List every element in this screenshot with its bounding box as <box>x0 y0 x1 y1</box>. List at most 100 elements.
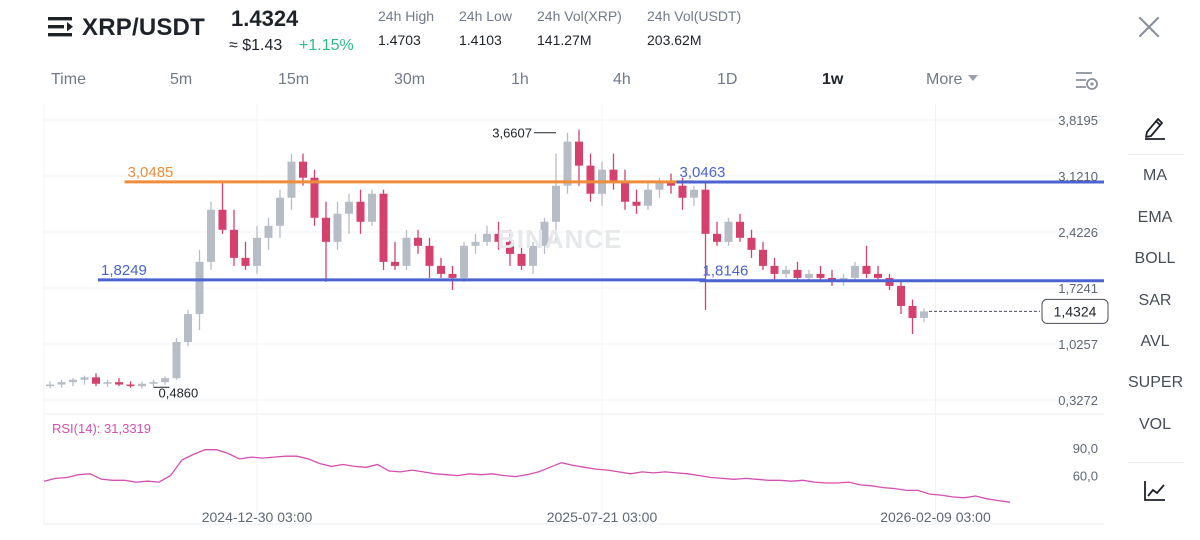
candle-body <box>172 342 181 379</box>
candle-body <box>448 273 457 278</box>
caret-down-icon <box>968 75 979 81</box>
stat-value: 141.27M <box>537 32 592 48</box>
candle-body <box>575 141 583 166</box>
header: XRP/USDT 1.4324 ≈ $1.43 +1.15% 24h High … <box>0 0 1200 66</box>
candle-body <box>483 233 491 242</box>
candle-body <box>655 181 664 190</box>
price-tick-label: 1,0257 <box>1058 337 1098 352</box>
candle-body <box>701 189 710 234</box>
horizontal-line-label: 1,8249 <box>101 262 147 279</box>
tab-5m[interactable]: 5m <box>170 71 193 88</box>
candle-body <box>782 269 790 274</box>
candle-body <box>126 384 135 387</box>
candle-body <box>747 237 756 250</box>
line-chart-icon[interactable] <box>1143 480 1167 502</box>
candle-body <box>644 189 652 206</box>
tab-1h[interactable]: 1h <box>511 71 529 88</box>
rsi-tick-label: 90,0 <box>1073 441 1098 456</box>
candle-body <box>908 305 917 318</box>
candle-body <box>230 229 238 258</box>
sidebar-divider <box>1128 462 1184 463</box>
candle-body <box>540 221 549 246</box>
price-tick-label: 3,8195 <box>1058 113 1098 128</box>
menu-icon[interactable] <box>48 16 74 38</box>
price-chart[interactable]: 3,0485 3,0463 1,8249 1,8146 3,6607 0,4860 1,43… <box>0 96 1120 536</box>
candle-body <box>92 377 100 384</box>
indicator-boll[interactable]: BOLL <box>1134 250 1176 267</box>
candle-body <box>264 225 273 238</box>
tab-1d[interactable]: 1D <box>717 71 738 88</box>
candle-body <box>586 165 595 194</box>
stat-value: 1.4103 <box>459 32 502 48</box>
candle-body <box>517 253 526 266</box>
candle-body <box>80 377 89 380</box>
horizontal-line-label: 3,0463 <box>680 164 726 181</box>
indicator-sar[interactable]: SAR <box>1138 292 1172 309</box>
indicator-vol[interactable]: VOL <box>1138 416 1171 433</box>
candle-body <box>563 141 572 186</box>
pencil-icon[interactable] <box>1143 114 1167 140</box>
candle-body <box>161 378 169 383</box>
candle-body <box>690 189 698 198</box>
tab-time[interactable]: Time <box>51 71 86 88</box>
tab-more[interactable]: More <box>926 71 979 89</box>
candle-body <box>103 382 112 384</box>
candle-body <box>207 209 215 262</box>
candle-body <box>333 213 342 242</box>
annotation-high: 3,6607 <box>492 126 532 141</box>
tab-15m[interactable]: 15m <box>278 71 310 88</box>
candle-body <box>793 269 802 278</box>
price-usd: ≈ $1.43 <box>229 37 283 54</box>
rsi-panel: 90,0 60,0 RSI(14): 31,3319 <box>43 421 1098 503</box>
tab-4h[interactable]: 4h <box>613 71 631 88</box>
candle-body <box>414 237 422 246</box>
tab-1w[interactable]: 1w <box>822 71 844 88</box>
candle-body <box>345 201 353 214</box>
last-price-box <box>1041 298 1109 324</box>
indicator-ma[interactable]: MA <box>1143 167 1167 184</box>
indicator-avl[interactable]: AVL <box>1140 333 1170 350</box>
axes: 3,8195 3,1210 2,4226 1,7241 1,0257 0,3272 2024… <box>202 113 1098 525</box>
candle-body <box>862 265 871 274</box>
stat-24h-low: 24h Low 1.4103 <box>459 8 512 48</box>
candle-body <box>299 161 307 178</box>
candle-body <box>69 379 77 383</box>
stat-label: 24h High <box>378 8 435 24</box>
candles <box>46 129 928 389</box>
candle-body <box>253 237 261 266</box>
settings-icon[interactable] <box>1074 70 1098 92</box>
candle-body <box>368 193 376 222</box>
candle-body <box>609 169 618 182</box>
candle-body <box>529 245 537 266</box>
candle-body <box>138 383 146 387</box>
last-price: 1.4324 <box>231 6 299 31</box>
price-tick-label: 2,4226 <box>1058 225 1098 240</box>
candle-body <box>816 273 825 278</box>
tab-30m[interactable]: 30m <box>394 71 426 88</box>
rsi-line <box>43 449 1011 503</box>
candle-body <box>920 311 928 318</box>
candle-body <box>184 313 192 343</box>
stat-24h-vol-usdt: 24h Vol(USDT) 203.62M <box>647 8 741 48</box>
candle-body <box>874 273 882 278</box>
candle-body <box>494 233 503 242</box>
candle-body <box>460 245 468 278</box>
stat-value: 203.62M <box>647 32 702 48</box>
stat-label: 24h Vol(XRP) <box>537 8 622 24</box>
candle-body <box>287 161 296 198</box>
time-tick-label: 2025-07-21 03:00 <box>547 509 658 525</box>
grid <box>43 104 1104 525</box>
candle-body <box>310 177 319 218</box>
candle-body <box>805 273 813 278</box>
stat-label: 24h Low <box>459 8 512 24</box>
close-icon[interactable] <box>1138 16 1160 38</box>
indicator-ema[interactable]: EMA <box>1137 209 1173 226</box>
annotation-low: 0,4860 <box>159 385 199 400</box>
sidebar-divider <box>1128 154 1184 155</box>
indicator-super[interactable]: SUPER <box>1128 374 1184 391</box>
candle-body <box>322 217 330 242</box>
watermark: BINANCE <box>497 224 623 254</box>
horizontal-line-label: 3,0485 <box>128 164 174 181</box>
candle-body <box>379 193 388 262</box>
pair-title[interactable]: XRP/USDT <box>82 14 205 41</box>
